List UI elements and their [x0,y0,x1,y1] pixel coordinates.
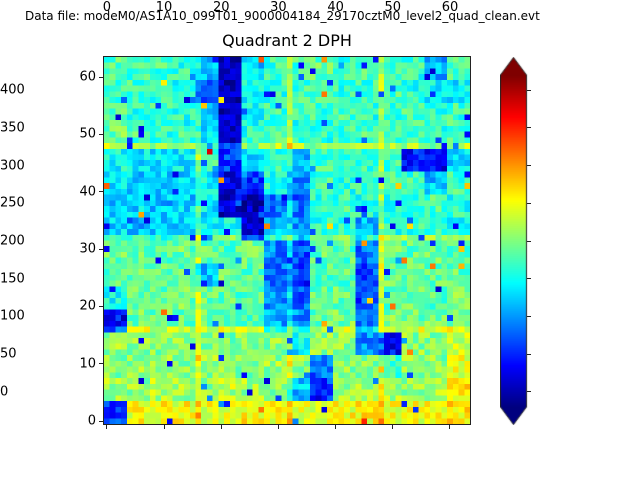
tick-mark [99,133,103,135]
tick-label: 40 [79,184,96,200]
tick-label: 60 [79,69,96,85]
tick-mark [527,240,531,242]
tick-mark [99,363,103,365]
tick-mark [99,76,103,78]
tick-label: 50 [384,0,402,15]
tick-mark [335,425,337,429]
tick-mark [220,425,222,429]
tick-mark [163,425,165,429]
tick-mark [527,202,531,204]
tick-mark [527,315,531,317]
tick-label: 30 [270,0,287,15]
tick-label: 0 [0,384,9,400]
tick-mark [99,305,103,307]
tick-label: 50 [0,346,17,362]
chart-title: Quadrant 2 DPH [222,31,352,50]
tick-label: 50 [79,126,96,142]
tick-mark [527,127,531,129]
heatmap-canvas [104,57,470,424]
tick-label: 20 [212,0,230,15]
tick-label: 60 [441,0,459,15]
tick-label: 10 [79,356,96,372]
tick-label: 150 [0,271,25,287]
tick-mark [99,248,103,250]
tick-label: 0 [87,413,96,429]
tick-mark [527,165,531,167]
tick-label: 350 [0,120,25,136]
tick-label: 30 [79,241,96,257]
tick-mark [277,425,279,429]
tick-label: 20 [79,298,96,314]
tick-mark [449,425,451,429]
tick-mark [106,425,108,429]
tick-label: 300 [0,158,25,174]
tick-mark [527,391,531,393]
tick-label: 10 [155,0,173,15]
tick-mark [392,425,394,429]
tick-label: 200 [0,233,25,249]
datafile-label: Data file: modeM0/AS1A10_099T01_90000041… [25,9,540,23]
tick-label: 250 [0,195,25,211]
tick-mark [527,278,531,280]
tick-mark [99,191,103,193]
tick-mark [527,353,531,355]
tick-mark [527,89,531,91]
tick-label: 100 [0,308,25,324]
tick-label: 400 [0,82,25,98]
tick-mark [99,420,103,422]
tick-label: 0 [102,0,111,15]
tick-label: 40 [327,0,344,15]
heatmap [103,56,471,425]
